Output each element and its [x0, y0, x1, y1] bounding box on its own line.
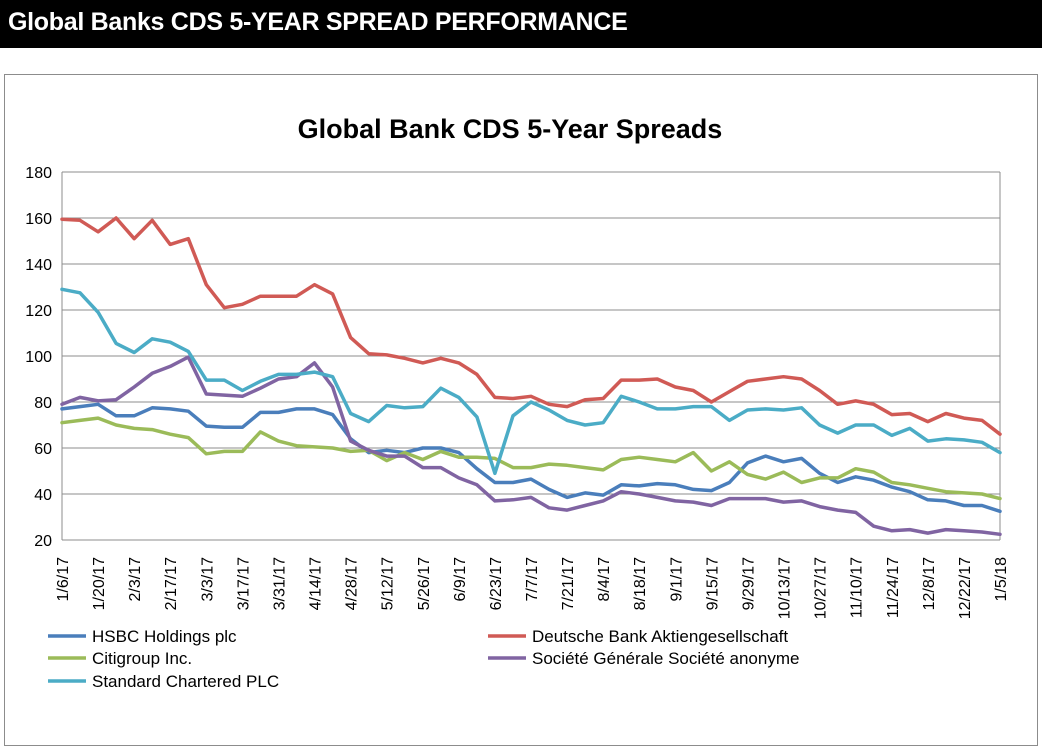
legend-label: Société Générale Société anonyme [532, 649, 799, 668]
x-tick-label: 9/15/17 [704, 557, 721, 610]
x-tick-label: 6/23/17 [488, 557, 505, 610]
x-tick-label: 11/10/17 [849, 557, 866, 618]
x-tick-label: 1/5/18 [993, 557, 1010, 602]
gridlines [61, 171, 1001, 541]
legend-label: Deutsche Bank Aktiengesellschaft [532, 627, 788, 646]
x-tick-label: 12/8/17 [921, 557, 938, 610]
y-tick-label: 20 [34, 533, 52, 550]
x-tick-label: 4/14/17 [308, 557, 325, 610]
series-line-3 [60, 355, 1002, 537]
series-line-4 [60, 287, 1002, 476]
y-tick-label: 140 [25, 257, 52, 274]
y-tick-label: 100 [25, 349, 52, 366]
x-tick-label: 2/17/17 [163, 557, 180, 610]
x-tick-label: 5/26/17 [416, 557, 433, 610]
x-tick-label: 10/27/17 [813, 557, 830, 619]
y-axis-ticks: 20 40 60 80 100 120 140 160 180 [25, 165, 52, 550]
legend: HSBC Holdings plc Deutsche Bank Aktienges… [48, 627, 799, 691]
x-tick-label: 6/9/17 [452, 557, 469, 602]
legend-label: HSBC Holdings plc [92, 627, 237, 646]
x-tick-label: 2/3/17 [127, 557, 144, 602]
x-tick-label: 10/13/17 [777, 557, 794, 619]
page-banner: Global Banks CDS 5-YEAR SPREAD PERFORMAN… [0, 0, 1042, 48]
x-tick-label: 7/21/17 [560, 557, 577, 610]
y-tick-label: 160 [25, 211, 52, 228]
x-tick-label: 7/7/17 [524, 557, 541, 602]
y-tick-label: 80 [34, 395, 52, 412]
series-line-1 [60, 216, 1002, 436]
x-tick-label: 9/29/17 [740, 557, 757, 610]
x-tick-label: 1/20/17 [91, 557, 108, 610]
x-tick-label: 3/31/17 [271, 557, 288, 610]
x-tick-label: 11/24/17 [885, 557, 902, 618]
x-tick-label: 12/22/17 [957, 557, 974, 619]
y-tick-label: 40 [34, 487, 52, 504]
x-axis-ticks: 1/6/17 1/20/17 2/3/17 2/17/17 3/3/17 3/17/17 3… [55, 557, 1010, 619]
series-line-0 [60, 402, 1002, 514]
legend-label: Standard Chartered PLC [92, 672, 279, 691]
x-tick-label: 8/4/17 [596, 557, 613, 602]
series-line-2 [60, 416, 1002, 501]
x-tick-label: 5/12/17 [380, 557, 397, 610]
legend-label: Citigroup Inc. [92, 649, 192, 668]
y-tick-label: 60 [34, 441, 52, 458]
x-tick-label: 3/3/17 [199, 557, 216, 602]
page-title: Global Banks CDS 5-YEAR SPREAD PERFORMAN… [8, 8, 628, 36]
y-tick-label: 180 [25, 165, 52, 182]
x-tick-label: 8/18/17 [632, 557, 649, 610]
chart-title: Global Bank CDS 5-Year Spreads [298, 114, 723, 144]
x-tick-label: 3/17/17 [235, 557, 252, 610]
x-tick-label: 1/6/17 [55, 557, 72, 602]
x-tick-label: 4/28/17 [344, 557, 361, 610]
x-tick-label: 9/1/17 [668, 557, 685, 602]
series-lines [60, 216, 1002, 537]
y-tick-label: 120 [25, 303, 52, 320]
